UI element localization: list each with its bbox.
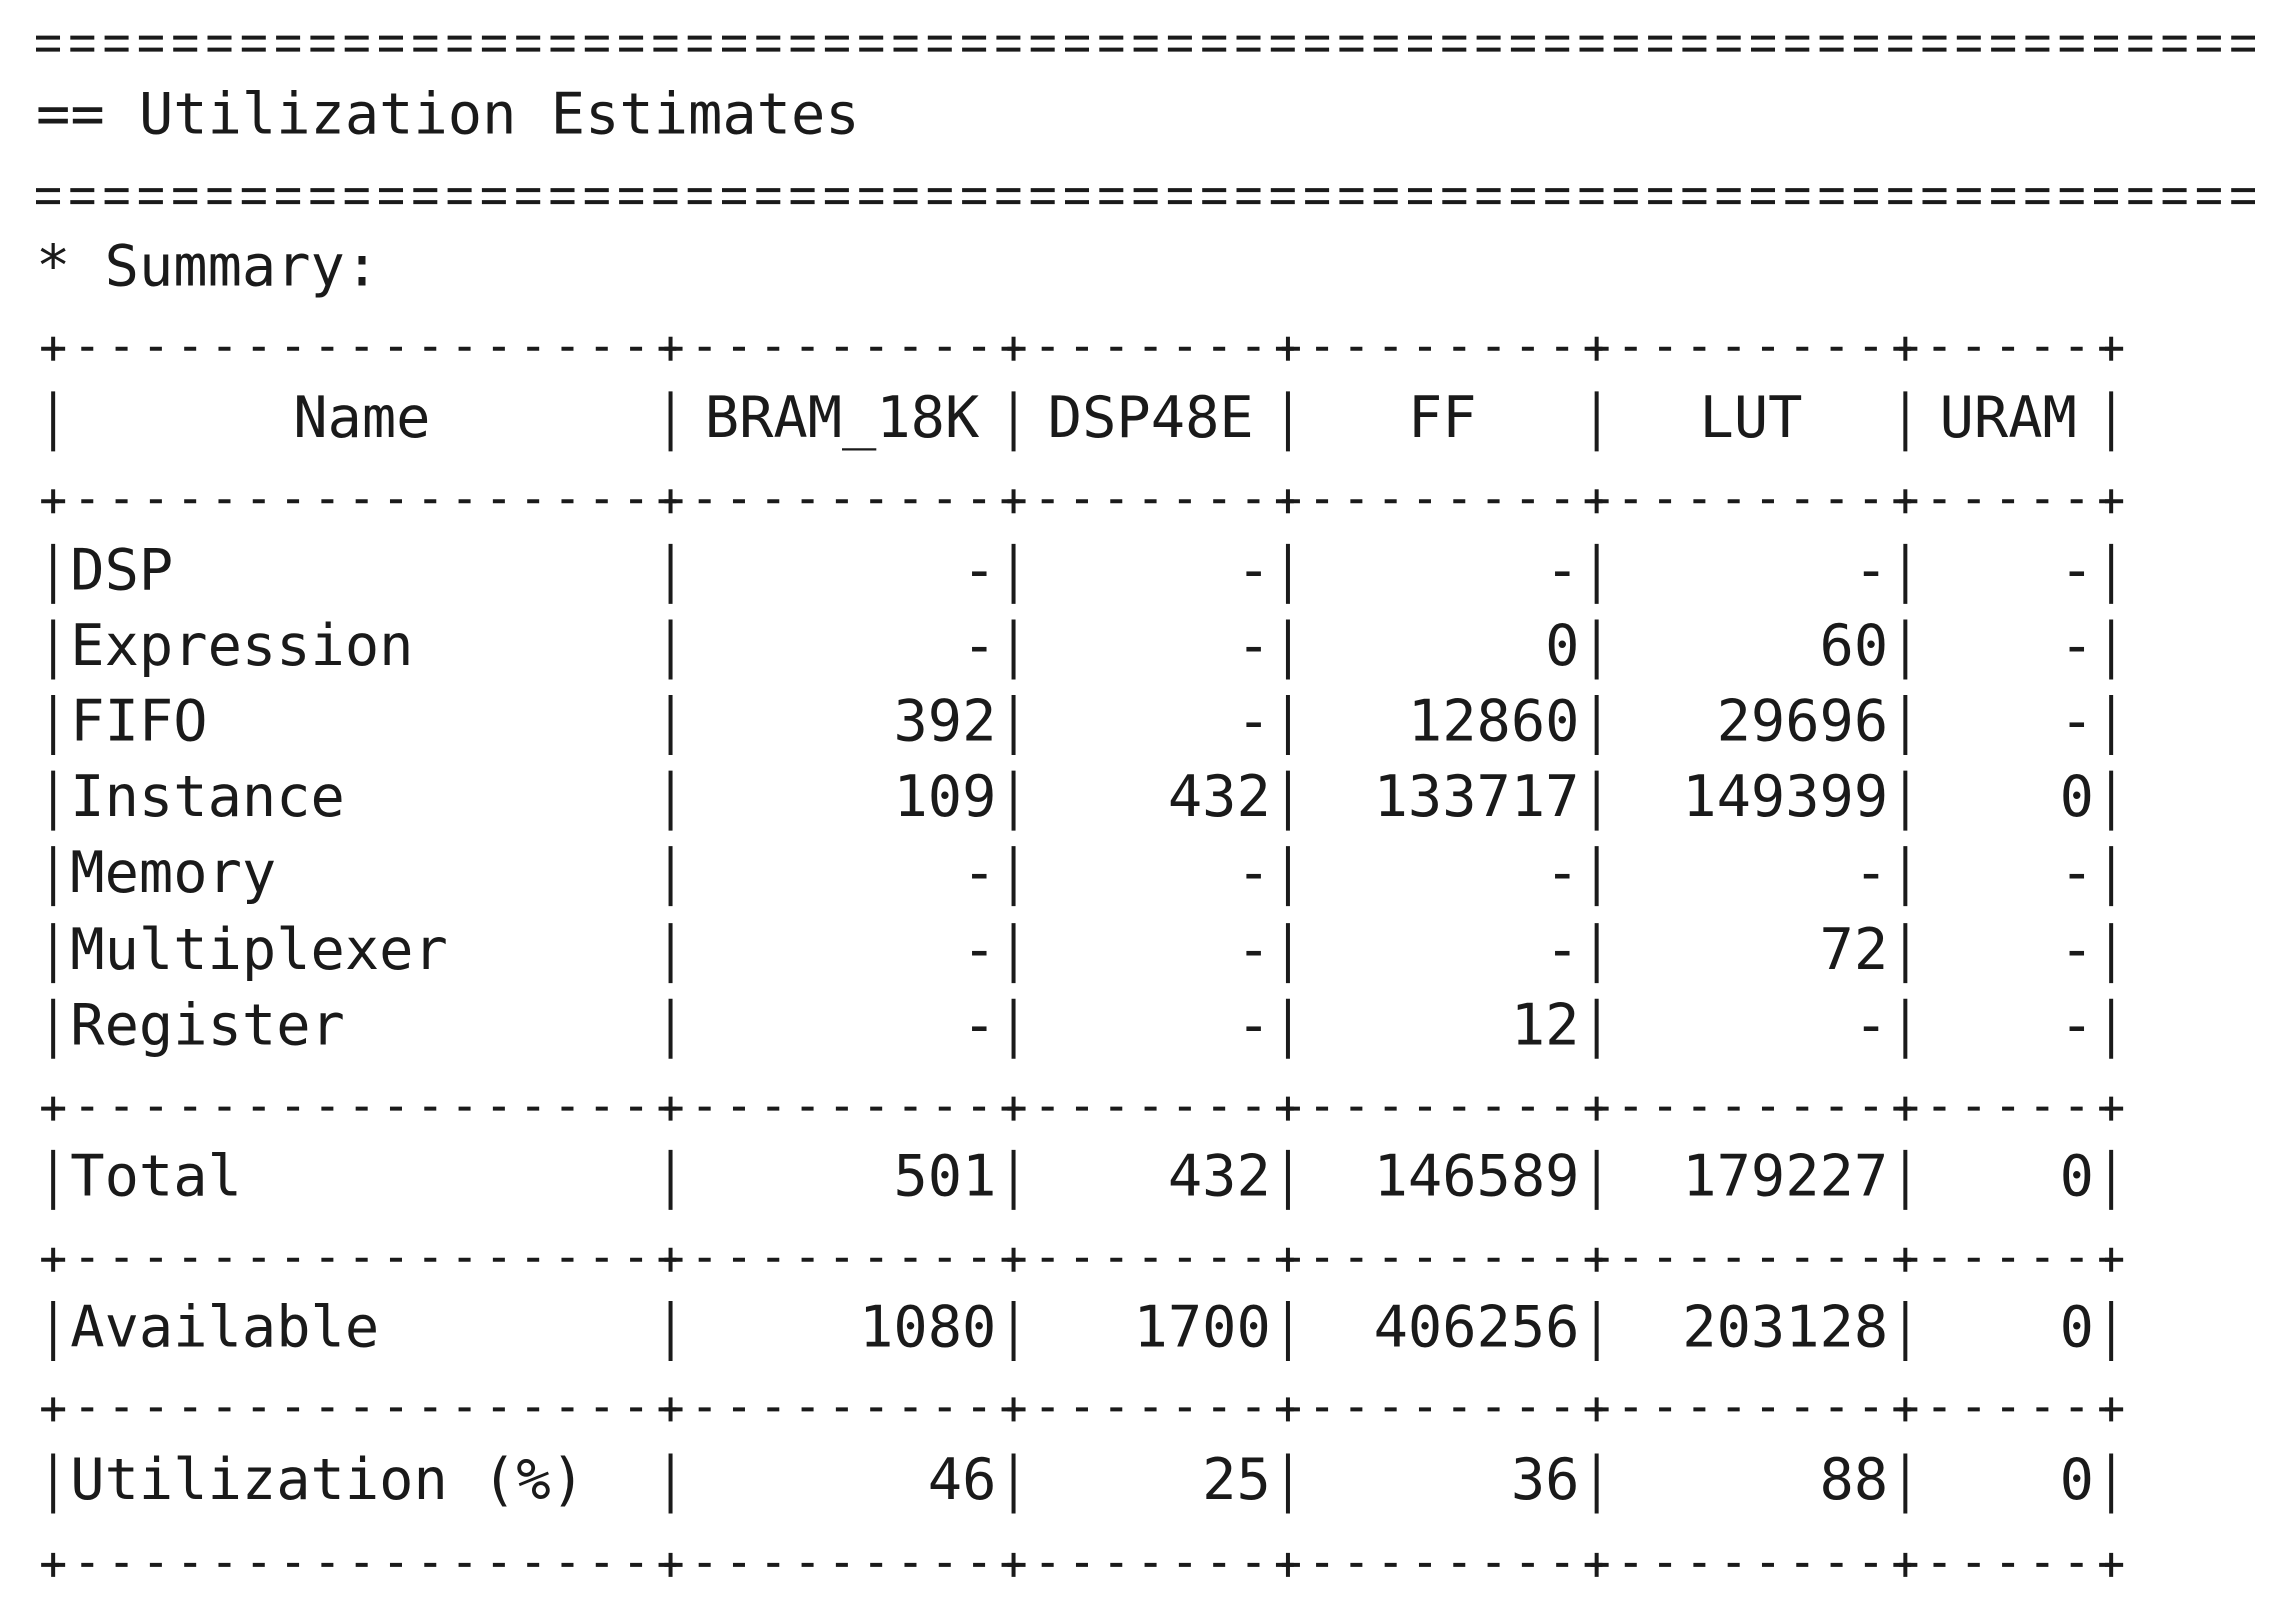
- row-name: Available: [70, 1295, 379, 1361]
- cell-value: 36: [1511, 1447, 1580, 1513]
- cell-value: -: [962, 840, 996, 906]
- column-header: FF: [1408, 385, 1477, 451]
- cell-value: 1700: [1134, 1295, 1271, 1361]
- cell-value: -: [2060, 917, 2094, 983]
- cell-value: -: [1854, 992, 1888, 1058]
- cell-value: -: [2060, 840, 2094, 906]
- cell-value: 0: [2060, 1143, 2094, 1209]
- cell-value: -: [1236, 840, 1270, 906]
- cell-value: 133717: [1374, 764, 1580, 830]
- cell-value: 1080: [859, 1295, 996, 1361]
- cell-value: -: [962, 917, 996, 983]
- row-name: Memory: [70, 840, 276, 906]
- cell-value: 179227: [1682, 1143, 1888, 1209]
- cell-value: 0: [1545, 613, 1579, 679]
- row-name: Expression: [70, 613, 413, 679]
- cell-value: 432: [1168, 1143, 1271, 1209]
- cell-value: 406256: [1374, 1295, 1580, 1361]
- row-name: FIFO: [70, 689, 207, 755]
- cell-value: -: [1236, 917, 1270, 983]
- cell-value: -: [962, 613, 996, 679]
- cell-value: -: [1545, 917, 1579, 983]
- cell-value: 146589: [1374, 1143, 1580, 1209]
- column-header: LUT: [1700, 385, 1803, 451]
- cell-value: 72: [1820, 917, 1889, 983]
- cell-value: -: [2060, 689, 2094, 755]
- cell-value: 46: [928, 1447, 997, 1513]
- cell-value: 29696: [1717, 689, 1889, 755]
- cell-value: -: [2060, 538, 2094, 604]
- cell-value: 88: [1820, 1447, 1889, 1513]
- cell-value: 109: [893, 764, 996, 830]
- cell-value: 501: [893, 1143, 996, 1209]
- cell-value: -: [1236, 613, 1270, 679]
- cell-value: 149399: [1682, 764, 1888, 830]
- column-header: BRAM_18K: [705, 385, 980, 451]
- cell-value: -: [962, 992, 996, 1058]
- section-title: == Utilization Estimates: [36, 82, 860, 148]
- row-name: Total: [70, 1143, 242, 1209]
- cell-value: -: [1236, 992, 1270, 1058]
- cell-value: -: [1236, 538, 1270, 604]
- summary-label: * Summary:: [36, 234, 379, 300]
- cell-value: 12860: [1408, 689, 1580, 755]
- column-header: Name: [293, 385, 430, 451]
- cell-value: -: [1854, 538, 1888, 604]
- cell-value: 392: [893, 689, 996, 755]
- cell-value: 0: [2060, 1295, 2094, 1361]
- cell-value: 25: [1202, 1447, 1271, 1513]
- cell-value: 0: [2060, 764, 2094, 830]
- row-name: Utilization (%): [70, 1447, 585, 1513]
- cell-value: 432: [1168, 764, 1271, 830]
- row-name: Register: [70, 992, 345, 1058]
- cell-value: -: [962, 538, 996, 604]
- cell-value: 12: [1511, 992, 1580, 1058]
- cell-value: -: [2060, 992, 2094, 1058]
- row-name: Multiplexer: [70, 917, 448, 983]
- column-header: URAM: [1940, 385, 2077, 451]
- row-name: Instance: [70, 764, 345, 830]
- cell-value: 60: [1820, 613, 1889, 679]
- cell-value: -: [1236, 689, 1270, 755]
- cell-value: 0: [2060, 1447, 2094, 1513]
- cell-value: -: [1545, 840, 1579, 906]
- cell-value: -: [1545, 538, 1579, 604]
- column-header: DSP48E: [1048, 385, 1254, 451]
- cell-value: -: [2060, 613, 2094, 679]
- row-name: DSP: [70, 538, 173, 604]
- cell-value: -: [1854, 840, 1888, 906]
- cell-value: 203128: [1682, 1295, 1888, 1361]
